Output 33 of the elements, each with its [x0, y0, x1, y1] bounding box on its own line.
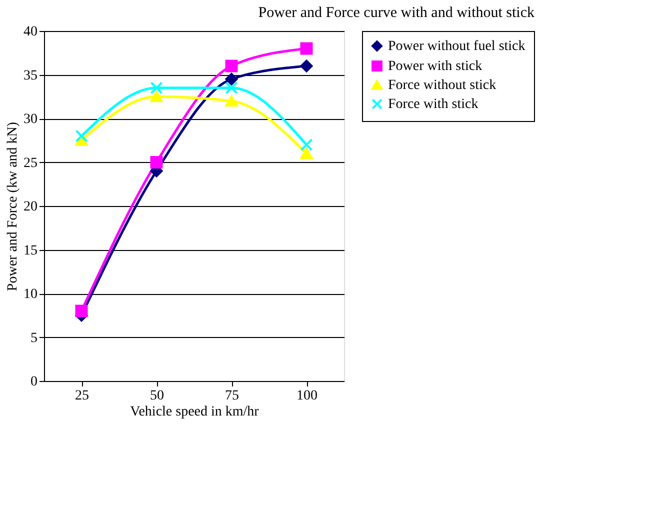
legend-label: Force without stick	[388, 78, 496, 93]
y-tick-label: 20	[24, 200, 38, 214]
point	[225, 60, 238, 72]
y-tick-label: 40	[24, 24, 38, 40]
legend-label: Power with stick	[388, 59, 482, 74]
y-tick-label: 0	[30, 374, 38, 390]
point	[75, 130, 88, 142]
x-tick-label: 25	[75, 388, 89, 404]
y-tick-label: 30	[24, 112, 38, 127]
point	[300, 60, 313, 72]
y-tick-label: 5	[30, 330, 38, 346]
point	[225, 95, 238, 107]
y-tick-label: 10	[24, 287, 38, 302]
point	[150, 91, 163, 102]
y-tick-label: 35	[24, 68, 38, 84]
y-axis-title: Power and Force (kw and kN)	[6, 122, 20, 292]
point	[300, 42, 313, 55]
x-tick-label: 100	[296, 388, 318, 404]
x-tick-label: 75	[225, 388, 239, 404]
point	[150, 156, 163, 168]
point	[75, 304, 88, 318]
legend-label: Force with stick	[388, 97, 478, 112]
x-tick-label: 50	[150, 388, 164, 404]
y-tick-label: 25	[24, 156, 38, 171]
point	[300, 148, 313, 160]
point	[225, 82, 238, 94]
x-axis-title: Vehicle speed in km/hr	[130, 404, 260, 420]
legend-label: Power without fuel stick	[388, 39, 526, 54]
point	[225, 72, 238, 86]
y-tick-label: 15	[24, 243, 38, 258]
point	[150, 82, 163, 94]
text: Power and Force curve with and without stick	[258, 5, 535, 21]
point	[300, 138, 313, 151]
